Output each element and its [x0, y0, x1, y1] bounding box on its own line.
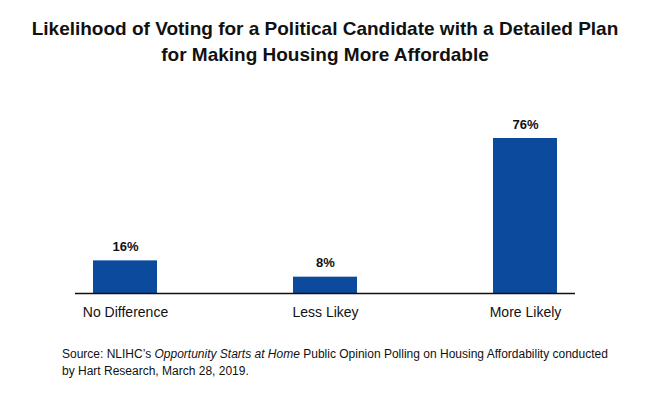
svg-text:8%: 8% — [316, 255, 335, 270]
html-text:Likelihood of Voting for a Pol: Likelihood of Voting for a Political Can… — [31, 18, 619, 65]
svg-text:16%: 16% — [112, 239, 138, 254]
svg-text:No Difference: No Difference — [83, 304, 169, 320]
html-text:Source: NLIHC’s Opportunity St: Source: NLIHC’s Opportunity Starts at Ho… — [62, 347, 608, 378]
svg-text:Less Likey: Less Likey — [292, 304, 358, 320]
svg-text:76%: 76% — [512, 117, 538, 132]
svg-text:More Likely: More Likely — [490, 304, 562, 320]
